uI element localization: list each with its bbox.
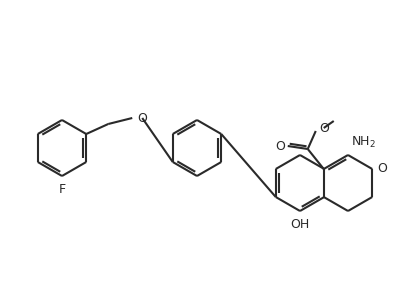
Text: O: O xyxy=(275,139,285,153)
Text: NH$_2$: NH$_2$ xyxy=(351,135,376,150)
Text: OH: OH xyxy=(290,218,310,231)
Text: O: O xyxy=(377,162,387,175)
Text: O: O xyxy=(319,122,328,135)
Text: O: O xyxy=(137,111,147,124)
Text: F: F xyxy=(58,183,66,196)
